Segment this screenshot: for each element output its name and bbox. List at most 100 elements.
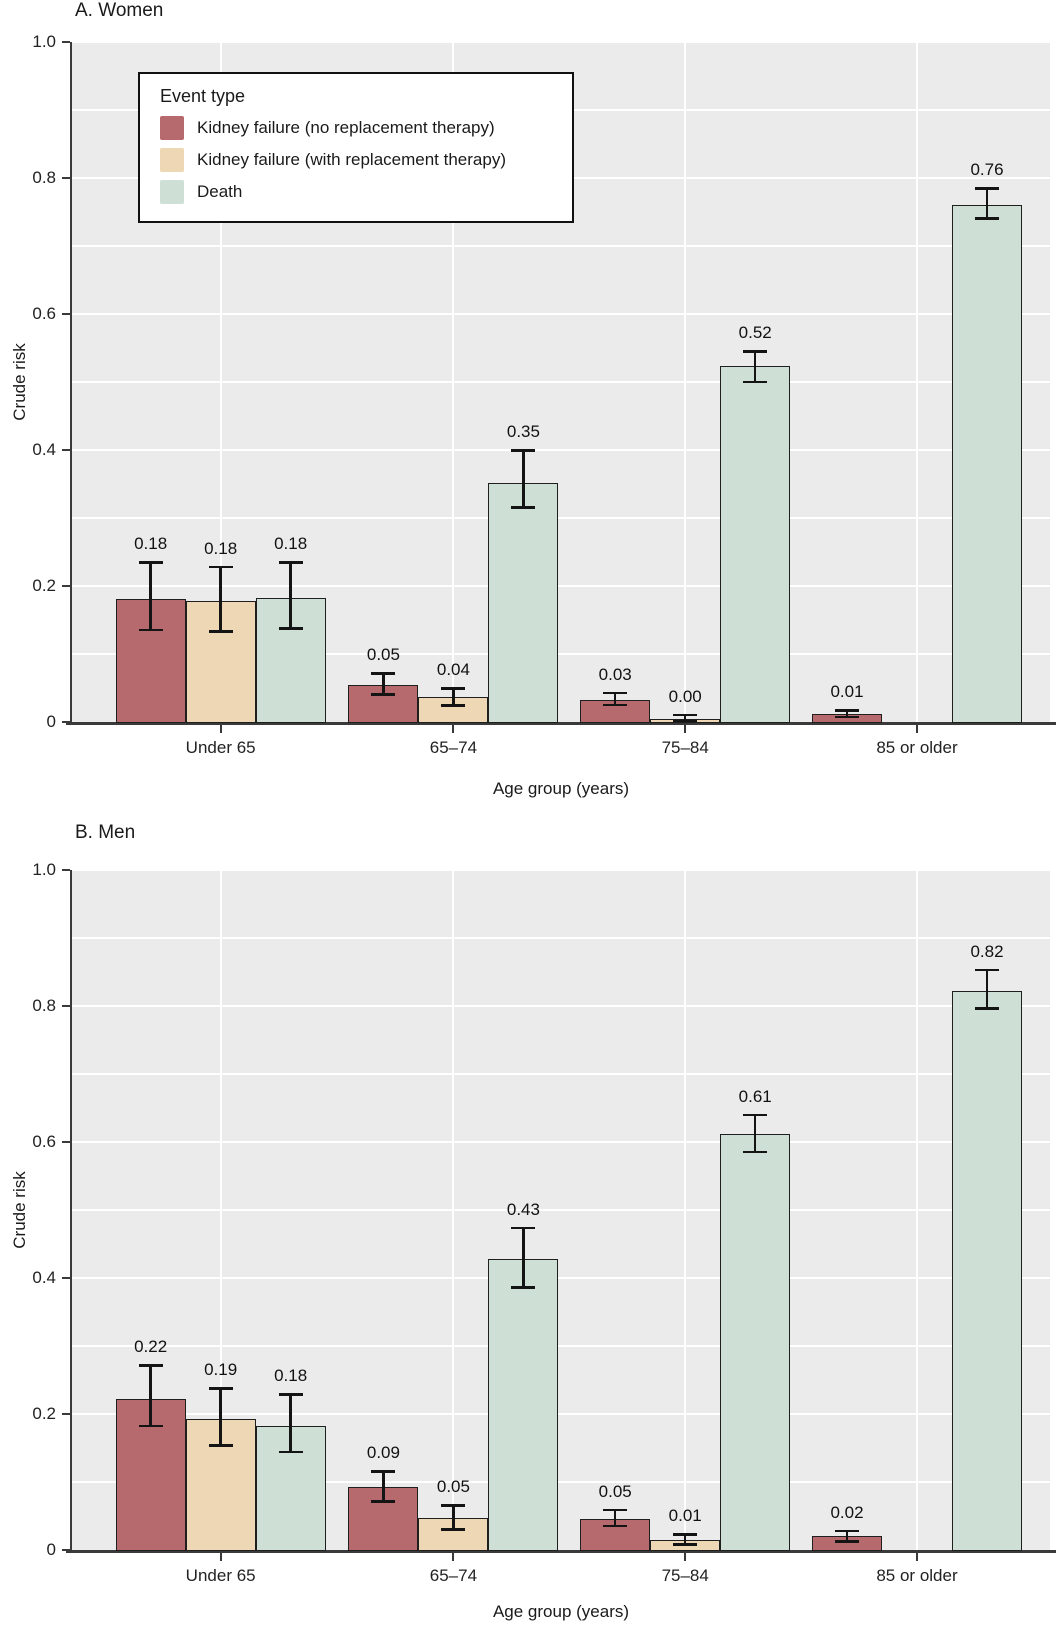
error-bar-cap-top — [974, 187, 999, 190]
bar-value-label: 0.01 — [830, 682, 864, 702]
bar-value-label: 0.43 — [506, 1199, 540, 1219]
gridline-vertical — [915, 42, 918, 722]
gridline-horizontal — [72, 381, 1050, 383]
y-axis-tick — [62, 177, 70, 179]
error-bar-cap-bottom — [673, 719, 698, 723]
error-bar-cap-bottom — [974, 1007, 999, 1010]
x-axis-tick — [915, 1553, 918, 1561]
error-bar-cap-top — [511, 1226, 536, 1230]
y-tick-label: 0.6 — [32, 304, 56, 323]
error-bar-cap-top — [743, 1113, 768, 1117]
y-tick-label: 0.6 — [32, 1132, 56, 1151]
x-tick-label: 85 or older — [876, 738, 958, 757]
error-bar-line — [289, 562, 292, 629]
gridline-horizontal — [72, 517, 1050, 519]
error-bar-line — [219, 1388, 222, 1446]
bar-value-label: 0.03 — [598, 664, 632, 684]
y-axis-line — [70, 870, 72, 1550]
error-bar-cap-bottom — [834, 715, 859, 719]
bar-death — [720, 366, 791, 724]
bar-value-label: 0.22 — [134, 1337, 168, 1357]
x-tick-label: 75–84 — [661, 1566, 709, 1585]
error-bar-cap-bottom — [371, 1500, 396, 1503]
error-bar-cap-top — [278, 561, 303, 564]
bar-value-label: 0.18 — [274, 1366, 308, 1386]
x-tick-label: Under 65 — [185, 1566, 256, 1585]
bar-value-label: 0.76 — [970, 160, 1004, 180]
gridline-vertical — [684, 42, 687, 722]
error-bar-cap-top — [673, 713, 698, 717]
error-bar-cap-bottom — [278, 627, 303, 630]
error-bar-cap-bottom — [511, 1286, 536, 1289]
y-axis-tick — [62, 869, 70, 871]
y-tick-label: 0 — [46, 712, 56, 731]
bar-value-label: 0.61 — [738, 1086, 772, 1106]
bar-death — [720, 1133, 791, 1552]
error-bar-cap-bottom — [743, 1150, 768, 1154]
gridline-vertical — [219, 870, 222, 1550]
error-bar-cap-bottom — [208, 1444, 233, 1447]
legend-item-kidney-failure-no-rt: Kidney failure (no replacement therapy) — [160, 115, 554, 141]
error-bar-cap-bottom — [441, 704, 466, 707]
error-bar-cap-top — [673, 1533, 698, 1536]
gridline-vertical — [915, 870, 918, 1550]
x-tick-label: 65–74 — [429, 738, 478, 757]
gridline-vertical — [452, 42, 455, 722]
bar-value-label: 0.05 — [598, 1481, 632, 1501]
x-axis-tick — [219, 725, 222, 733]
gridline-horizontal — [72, 1413, 1050, 1415]
panel-a-y-axis-title: Crude risk — [10, 343, 29, 421]
error-bar-cap-top — [974, 968, 999, 972]
gridline-horizontal — [72, 653, 1050, 655]
bar-death — [951, 991, 1022, 1552]
error-bar-line — [452, 1505, 455, 1530]
error-bar-line — [613, 692, 617, 705]
error-bar-cap-bottom — [603, 703, 628, 706]
y-axis-tick — [62, 1005, 70, 1007]
error-bar-cap-bottom — [371, 693, 396, 696]
error-bar-cap-bottom — [834, 1540, 859, 1543]
gridline-horizontal — [72, 1141, 1050, 1143]
x-tick-label: 65–74 — [429, 1566, 478, 1585]
bar-value-label: 0.35 — [506, 422, 540, 441]
error-bar-line — [753, 1114, 757, 1153]
error-bar-cap-top — [834, 709, 859, 712]
y-tick-label: 0.8 — [32, 168, 56, 187]
error-bar-cap-top — [138, 1364, 163, 1367]
bar-value-label: 0.09 — [366, 1443, 400, 1463]
legend-item-kidney-failure-with-rt: Kidney failure (with replacement therapy… — [160, 147, 554, 173]
x-axis-tick — [219, 1553, 222, 1561]
bar-value-label: 0.18 — [274, 534, 308, 554]
bar-death — [951, 205, 1022, 724]
error-bar-cap-bottom — [743, 380, 768, 383]
y-tick-label: 0.4 — [32, 1268, 56, 1287]
bar-value-label: 0.05 — [436, 1477, 470, 1497]
error-bar-cap-bottom — [603, 1524, 628, 1528]
error-bar-cap-top — [208, 1387, 233, 1390]
gridline-horizontal — [72, 869, 1050, 872]
error-bar-cap-top — [371, 672, 396, 675]
gridline-horizontal — [72, 1005, 1050, 1007]
error-bar-cap-top — [834, 1529, 859, 1533]
error-bar-line — [522, 1227, 525, 1288]
error-bar-cap-top — [603, 691, 628, 695]
gridline-horizontal — [72, 313, 1050, 315]
y-axis-tick — [62, 1549, 70, 1551]
y-axis-tick — [62, 41, 70, 43]
y-axis-tick — [62, 313, 70, 315]
error-bar-cap-top — [603, 1508, 628, 1512]
bar-value-label: 0.04 — [436, 660, 470, 679]
gridline-horizontal — [72, 1481, 1050, 1483]
bar-value-label: 0.02 — [830, 1502, 864, 1522]
y-axis-tick — [62, 1413, 70, 1415]
gridline-horizontal — [72, 245, 1050, 247]
y-tick-label: 1.0 — [32, 860, 56, 879]
error-bar-cap-bottom — [138, 628, 163, 632]
bar-value-label: 0.18 — [134, 534, 168, 554]
gridline-horizontal — [72, 585, 1050, 587]
x-axis-line — [66, 722, 1056, 725]
bar-value-label: 0.05 — [366, 645, 400, 665]
y-axis-tick — [62, 449, 70, 451]
gridline-horizontal — [72, 1277, 1050, 1279]
